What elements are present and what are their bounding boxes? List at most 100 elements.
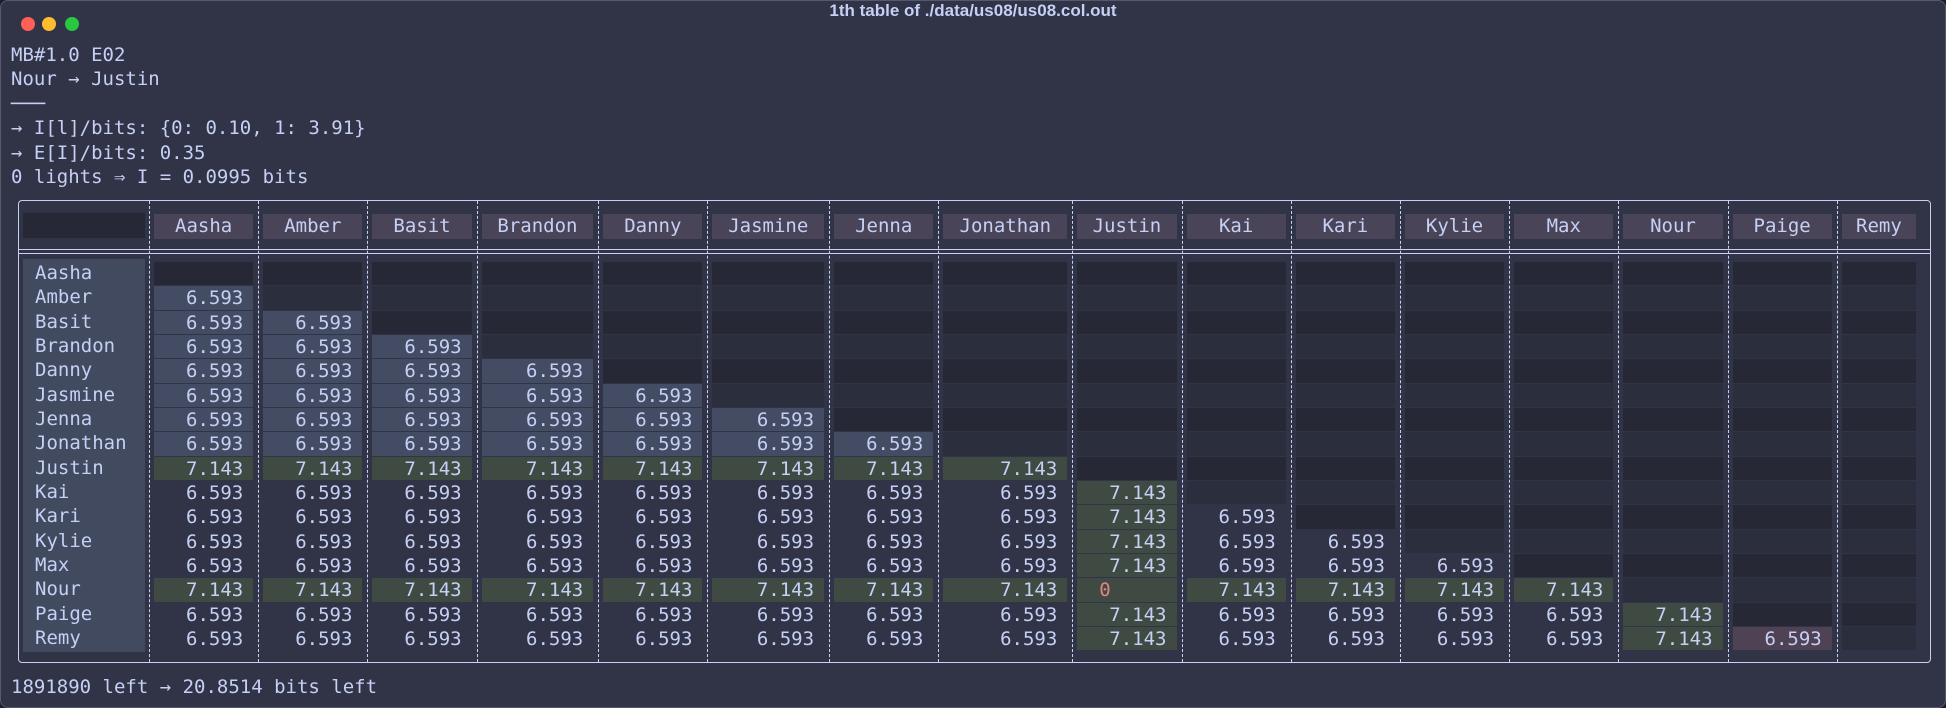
- empty-cell: [1186, 383, 1286, 407]
- empty-cell: [603, 286, 703, 310]
- empty-cell: [1295, 456, 1395, 480]
- empty-cell: [1732, 553, 1832, 578]
- empty-cell: [712, 262, 825, 286]
- row-label: Nour: [35, 578, 81, 601]
- value-cell: 6.593: [263, 334, 363, 359]
- header-line: ───: [11, 92, 46, 115]
- value-cell: 7.143: [481, 578, 594, 602]
- empty-cell: [1623, 407, 1723, 432]
- value-cell: 6.593: [635, 554, 693, 577]
- empty-cell: [1186, 262, 1286, 286]
- value-cell: 7.143: [1077, 480, 1177, 505]
- row-label: Kylie: [35, 529, 93, 552]
- empty-cell: [1295, 334, 1395, 359]
- empty-cell: [1841, 359, 1917, 383]
- value-cell: 6.593: [1546, 603, 1604, 626]
- column-header: Jenna: [834, 214, 934, 239]
- column-separator: [1181, 201, 1183, 662]
- column-separator: [1072, 201, 1074, 662]
- row-label: Kai: [35, 480, 70, 503]
- empty-cell: [1295, 432, 1395, 456]
- value-cell: 6.593: [756, 506, 815, 529]
- row-label: Kari: [35, 505, 81, 528]
- empty-cell: [1841, 334, 1917, 359]
- empty-cell: [372, 310, 472, 334]
- value-cell: 6.593: [1327, 530, 1385, 553]
- empty-cell: [834, 383, 934, 407]
- value-cell: 7.143: [1077, 602, 1177, 626]
- empty-cell: [1514, 456, 1614, 480]
- empty-cell: [1623, 432, 1723, 456]
- value-cell: 6.593: [263, 359, 363, 383]
- value-cell: 6.593: [603, 407, 703, 432]
- empty-cell: [1732, 529, 1832, 553]
- header-line: 0 lights ⇒ I = 0.0995 bits: [11, 166, 309, 188]
- maximize-button[interactable]: [65, 17, 79, 31]
- value-cell: 6.593: [154, 310, 254, 334]
- close-button[interactable]: [21, 17, 35, 31]
- header-separator: [19, 249, 1930, 254]
- empty-cell: [1841, 286, 1917, 310]
- empty-cell: [1623, 310, 1723, 334]
- value-cell: 6.593: [712, 432, 825, 456]
- empty-cell: [603, 262, 703, 286]
- value-cell: 6.593: [154, 334, 254, 359]
- column-separator: [938, 201, 940, 662]
- value-cell: 6.593: [154, 407, 254, 432]
- row-label: Jonathan: [35, 432, 127, 455]
- empty-cell: [1077, 407, 1177, 432]
- empty-cell: [1186, 359, 1286, 383]
- value-cell: 7.143: [1077, 529, 1177, 553]
- value-cell: 6.593: [372, 432, 472, 456]
- empty-cell: [1404, 456, 1505, 480]
- empty-cell: [1841, 262, 1917, 286]
- column-header: Kai: [1186, 214, 1286, 239]
- value-cell: 6.593: [526, 627, 584, 650]
- value-cell: 6.593: [526, 481, 584, 504]
- row-label: Paige: [35, 602, 93, 625]
- value-cell: 7.143: [712, 456, 825, 480]
- value-cell: 6.593: [372, 383, 472, 407]
- column-separator: [1618, 201, 1620, 662]
- value-cell: 6.593: [263, 383, 363, 407]
- empty-cell: [1732, 286, 1832, 310]
- empty-cell: [1732, 383, 1832, 407]
- value-cell: 6.593: [295, 481, 353, 504]
- column-header: Kylie: [1404, 214, 1505, 239]
- empty-cell: [1732, 480, 1832, 505]
- value-cell: 7.143: [1295, 578, 1395, 602]
- row-label: Justin: [35, 456, 104, 479]
- value-cell: 7.143: [1077, 626, 1177, 651]
- empty-cell: [1623, 553, 1723, 578]
- value-cell: 6.593: [372, 334, 472, 359]
- value-cell: 6.593: [295, 530, 353, 553]
- value-cell: 7.143: [1077, 505, 1177, 529]
- column-separator: [1399, 201, 1401, 662]
- column-header: Paige: [1732, 214, 1832, 239]
- column-separator: [1727, 201, 1729, 662]
- value-cell: 7.143: [372, 456, 472, 480]
- empty-cell: [1841, 626, 1917, 651]
- value-cell: 6.593: [263, 432, 363, 456]
- empty-cell: [1404, 286, 1505, 310]
- empty-cell: [1404, 334, 1505, 359]
- value-cell: 6.593: [481, 359, 594, 383]
- value-cell: 7.143: [154, 578, 254, 602]
- minimize-button[interactable]: [42, 17, 56, 31]
- value-cell: 7.143: [1404, 578, 1505, 602]
- value-cell: 6.593: [603, 432, 703, 456]
- empty-cell: [1732, 334, 1832, 359]
- empty-cell: [1841, 456, 1917, 480]
- value-cell: 6.593: [834, 432, 934, 456]
- value-cell: 7.143: [712, 578, 825, 602]
- value-cell: 6.593: [756, 603, 815, 626]
- empty-cell: [1623, 286, 1723, 310]
- value-cell: 7.143: [603, 456, 703, 480]
- value-cell: 6.593: [154, 432, 254, 456]
- empty-cell: [1077, 334, 1177, 359]
- value-cell: 6.593: [1000, 554, 1058, 577]
- empty-cell: [712, 334, 825, 359]
- empty-cell: [1514, 432, 1614, 456]
- value-cell: 7.143: [834, 578, 934, 602]
